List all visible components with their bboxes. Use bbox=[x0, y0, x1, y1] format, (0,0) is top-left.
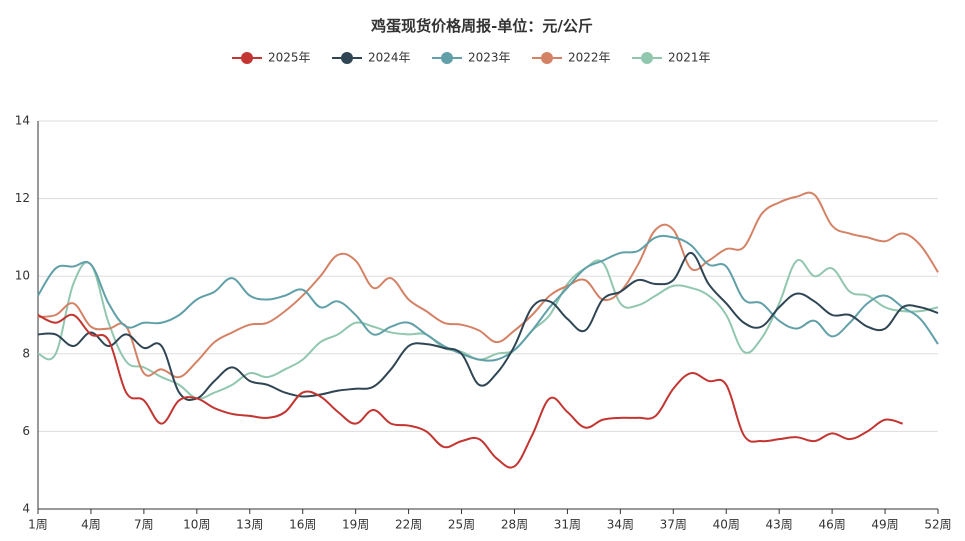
x-tick-label: 43周 bbox=[766, 518, 793, 532]
y-tick-label: 14 bbox=[15, 114, 30, 128]
x-tick-label: 10周 bbox=[183, 518, 210, 532]
series-line bbox=[37, 234, 939, 362]
x-tick-label: 1周 bbox=[28, 518, 48, 532]
y-tick-label: 12 bbox=[15, 191, 30, 205]
series-line bbox=[37, 258, 939, 400]
legend-label: 2022年 bbox=[568, 51, 611, 65]
x-tick-label: 16周 bbox=[289, 518, 316, 532]
x-tick-label: 28周 bbox=[501, 518, 528, 532]
x-tick-label: 31周 bbox=[554, 518, 581, 532]
x-tick-label: 13周 bbox=[236, 518, 263, 532]
series-line bbox=[37, 313, 903, 469]
legend-label: 2021年 bbox=[668, 51, 711, 65]
x-tick-label: 4周 bbox=[81, 518, 101, 532]
x-tick-label: 52周 bbox=[924, 518, 951, 532]
chart-title: 鸡蛋现货价格周报-单位：元/公斤 bbox=[370, 17, 593, 35]
y-tick-label: 4 bbox=[22, 502, 30, 516]
y-tick-label: 10 bbox=[15, 269, 30, 283]
legend-marker bbox=[641, 52, 653, 64]
x-tick-label: 46周 bbox=[818, 518, 845, 532]
y-tick-label: 8 bbox=[22, 346, 30, 360]
x-tick-label: 34周 bbox=[607, 518, 634, 532]
series-line bbox=[37, 191, 939, 379]
x-tick-label: 37周 bbox=[660, 518, 687, 532]
x-tick-label: 25周 bbox=[448, 518, 475, 532]
x-tick-label: 40周 bbox=[713, 518, 740, 532]
series-line bbox=[37, 251, 939, 401]
legend-label: 2024年 bbox=[368, 51, 411, 65]
legend-marker bbox=[441, 52, 453, 64]
legend-label: 2025年 bbox=[268, 51, 311, 65]
x-tick-label: 22周 bbox=[395, 518, 422, 532]
legend-marker bbox=[541, 52, 553, 64]
x-tick-label: 7周 bbox=[134, 518, 154, 532]
legend-label: 2023年 bbox=[468, 51, 511, 65]
x-tick-label: 49周 bbox=[871, 518, 898, 532]
legend-marker bbox=[341, 52, 353, 64]
x-tick-label: 19周 bbox=[342, 518, 369, 532]
y-tick-label: 6 bbox=[22, 424, 30, 438]
legend-marker bbox=[241, 52, 253, 64]
